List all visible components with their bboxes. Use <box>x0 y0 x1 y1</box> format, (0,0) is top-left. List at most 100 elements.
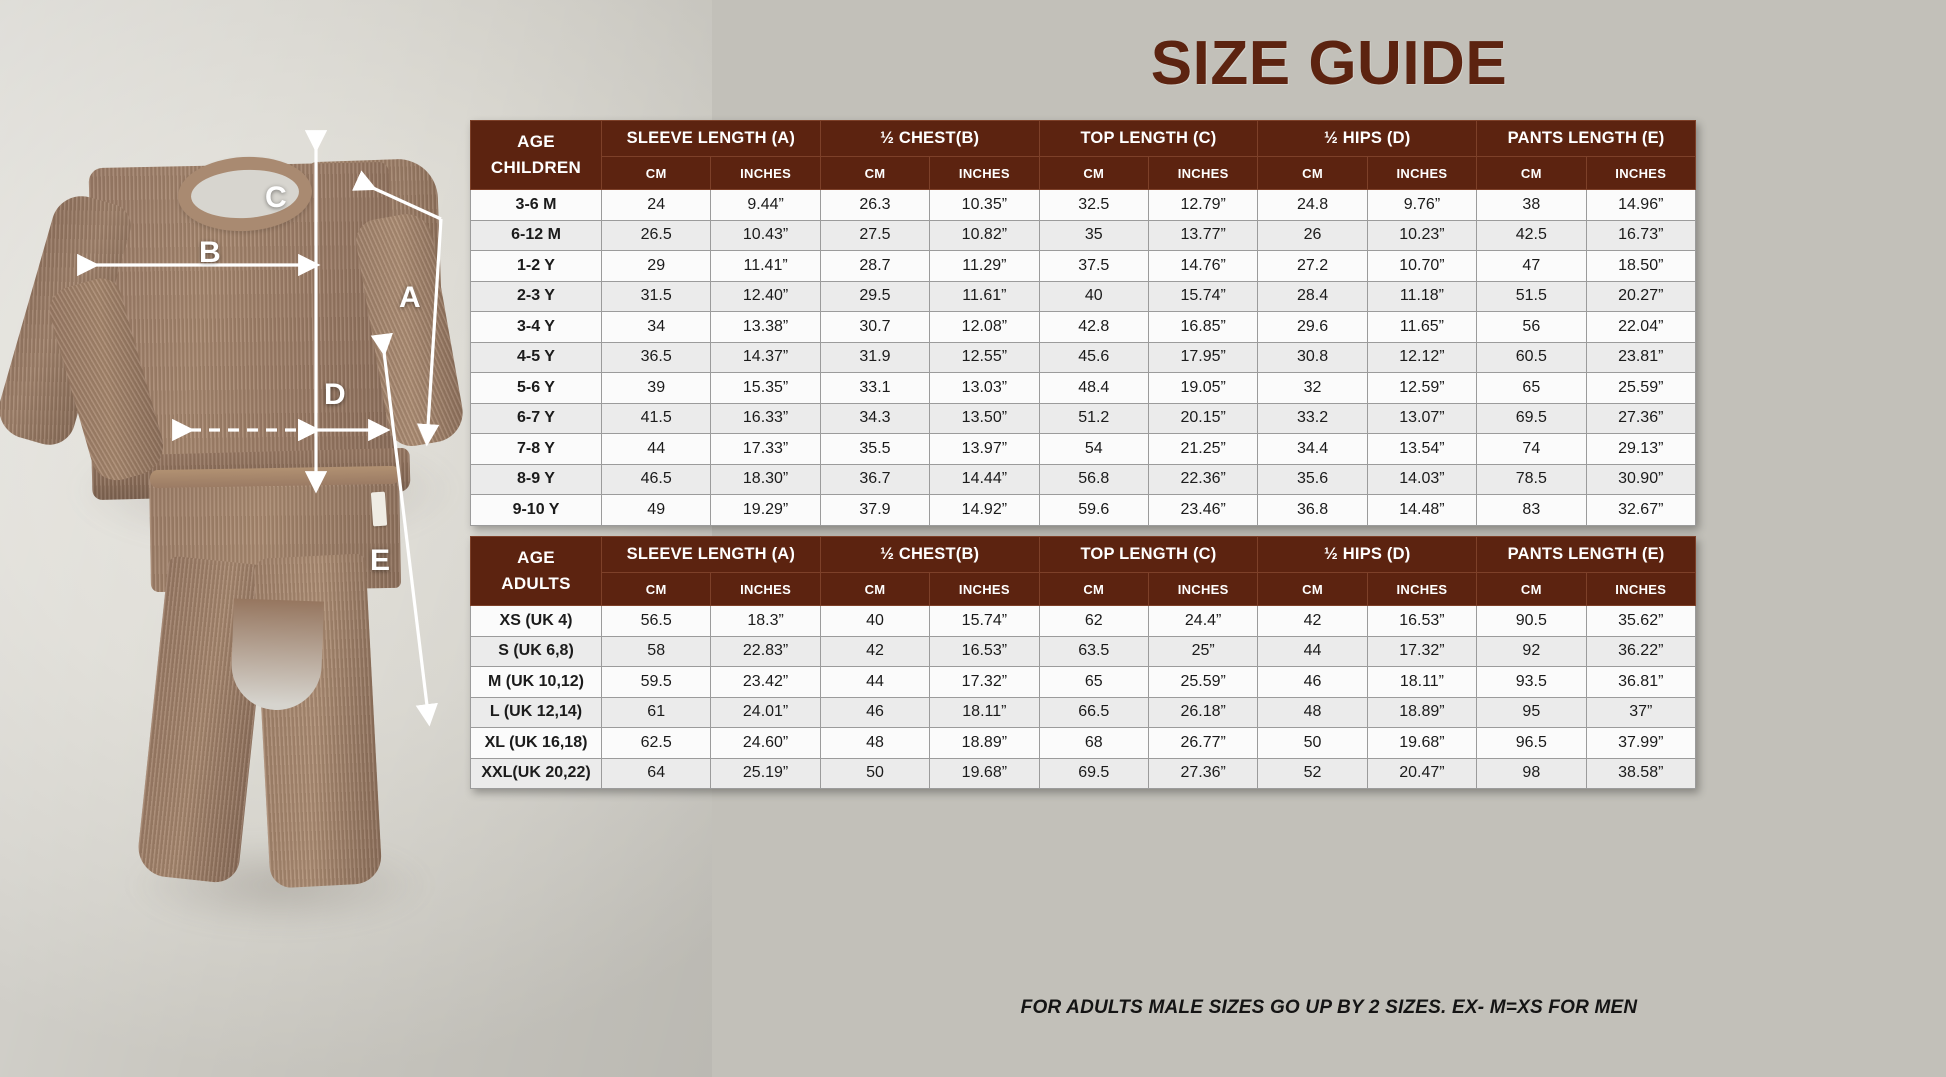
size-value-cell: 32 <box>1257 372 1368 404</box>
table-row: 9-10 Y 49 19.29” 37.9 14.92” 59.6 23.46” 36.8 14… <box>470 494 1697 526</box>
size-value-cell: 42 <box>1257 605 1368 637</box>
size-value-cell: 59.5 <box>600 666 712 698</box>
adults-group-half-hips: ½ HIPS (D) <box>1257 536 1478 573</box>
size-value-cell: 13.03” <box>929 372 1040 404</box>
children-unit-cm-b: CM <box>819 156 931 190</box>
size-value-cell: 19.68” <box>1366 727 1478 759</box>
table-row: S (UK 6,8) 58 22.83” 42 16.53” 63.5 25” 44 17.32… <box>470 635 1697 667</box>
size-value-cell: 14.03” <box>1366 463 1478 495</box>
size-value-cell: 18.89” <box>929 727 1040 759</box>
size-age-cell: M (UK 10,12) <box>470 666 602 698</box>
size-guide-content: SIZE GUIDE AGE CHILDREN SLEEVE LENGTH (A… <box>470 0 1946 1077</box>
table-row: XL (UK 16,18) 62.5 24.60” 48 18.89” 68 26.77” 5… <box>470 727 1697 759</box>
size-value-cell: 19.29” <box>710 494 821 526</box>
size-value-cell: 15.74” <box>929 605 1040 637</box>
size-value-cell: 78.5 <box>1476 463 1587 495</box>
size-value-cell: 66.5 <box>1038 696 1149 728</box>
children-unit-header-row: CM INCHES CM INCHES CM INCHES CM INCHES … <box>471 156 1697 190</box>
size-age-cell: 2-3 Y <box>470 280 602 312</box>
size-value-cell: 16.53” <box>1366 605 1478 637</box>
size-age-cell: 3-4 Y <box>470 311 602 343</box>
size-value-cell: 32.5 <box>1038 189 1149 221</box>
size-value-cell: 40 <box>1038 280 1149 312</box>
size-value-cell: 36.8 <box>1257 494 1368 526</box>
size-value-cell: 46.5 <box>600 463 712 495</box>
adults-age-header-line1: AGE <box>517 547 555 567</box>
size-age-cell: 9-10 Y <box>470 494 602 526</box>
size-value-cell: 36.81” <box>1585 666 1697 698</box>
size-value-cell: 52 <box>1257 757 1368 789</box>
size-value-cell: 14.48” <box>1366 494 1478 526</box>
size-value-cell: 61 <box>600 696 712 728</box>
size-value-cell: 46 <box>1257 666 1368 698</box>
size-value-cell: 16.33” <box>710 402 821 434</box>
size-value-cell: 39 <box>600 372 712 404</box>
size-value-cell: 18.11” <box>929 696 1040 728</box>
adults-group-top-length: TOP LENGTH (C) <box>1038 536 1259 573</box>
size-value-cell: 45.6 <box>1038 341 1149 373</box>
children-group-header-row: AGE CHILDREN SLEEVE LENGTH (A) ½ CHEST(B… <box>470 120 1696 190</box>
size-value-cell: 42.8 <box>1038 311 1149 343</box>
children-unit-cm-d: CM <box>1257 156 1368 190</box>
size-value-cell: 18.50” <box>1585 250 1697 282</box>
size-value-cell: 36.22” <box>1585 635 1697 667</box>
size-value-cell: 46 <box>819 696 931 728</box>
adults-group-pants-length: PANTS LENGTH (E) <box>1476 536 1696 573</box>
size-value-cell: 27.36” <box>1585 402 1697 434</box>
measure-label-c: C <box>265 181 287 214</box>
size-value-cell: 34.4 <box>1257 433 1368 465</box>
adults-group-header-row: AGE ADULTS SLEEVE LENGTH (A) ½ CHEST(B) … <box>470 536 1696 606</box>
size-value-cell: 83 <box>1476 494 1587 526</box>
table-row: XS (UK 4) 56.5 18.3” 40 15.74” 62 24.4” 42 16.53… <box>470 605 1697 637</box>
children-age-header-line2: CHILDREN <box>490 158 582 177</box>
size-age-cell: 6-7 Y <box>470 402 602 434</box>
size-value-cell: 37.9 <box>819 494 931 526</box>
adults-size-table: AGE ADULTS SLEEVE LENGTH (A) ½ CHEST(B) … <box>470 536 1697 789</box>
adults-unit-inches-c: INCHES <box>1147 572 1259 606</box>
size-value-cell: 13.97” <box>929 433 1040 465</box>
size-value-cell: 10.35” <box>929 189 1040 221</box>
size-value-cell: 51.5 <box>1476 280 1587 312</box>
children-size-table: AGE CHILDREN SLEEVE LENGTH (A) ½ CHEST(B… <box>470 120 1697 526</box>
children-table-body: 3-6 M 24 9.44” 26.3 10.35” 32.5 12.79” 24.8 9.76… <box>470 189 1697 526</box>
size-age-cell: 5-6 Y <box>470 372 602 404</box>
size-value-cell: 24 <box>600 189 712 221</box>
size-value-cell: 37” <box>1585 696 1697 728</box>
children-table-head: AGE CHILDREN SLEEVE LENGTH (A) ½ CHEST(B… <box>470 120 1697 190</box>
size-value-cell: 48 <box>819 727 931 759</box>
size-value-cell: 50 <box>819 757 931 789</box>
size-value-cell: 36.5 <box>600 341 712 373</box>
measure-label-d: D <box>324 378 346 411</box>
table-row: M (UK 10,12) 59.5 23.42” 44 17.32” 65 25.59” 46… <box>470 666 1697 698</box>
children-unit-inches-a: INCHES <box>710 156 821 190</box>
size-value-cell: 14.44” <box>929 463 1040 495</box>
marker-line-e <box>370 332 438 727</box>
size-value-cell: 28.4 <box>1257 280 1368 312</box>
adults-unit-header-row: CM INCHES CM INCHES CM INCHES CM INCHES … <box>471 572 1697 606</box>
size-value-cell: 33.2 <box>1257 402 1368 434</box>
size-value-cell: 15.74” <box>1147 280 1259 312</box>
size-value-cell: 25.19” <box>710 757 821 789</box>
adults-group-half-chest: ½ CHEST(B) <box>819 536 1040 573</box>
size-age-cell: L (UK 12,14) <box>470 696 602 728</box>
table-row: 8-9 Y 46.5 18.30” 36.7 14.44” 56.8 22.36” 35.6 1… <box>470 463 1697 495</box>
size-value-cell: 11.18” <box>1366 280 1478 312</box>
size-value-cell: 24.8 <box>1257 189 1368 221</box>
table-row: 3-4 Y 34 13.38” 30.7 12.08” 42.8 16.85” 29.6 11.… <box>470 311 1697 343</box>
measure-label-b: B <box>199 236 221 269</box>
size-value-cell: 23.81” <box>1585 341 1697 373</box>
size-value-cell: 31.5 <box>600 280 712 312</box>
size-age-cell: XL (UK 16,18) <box>470 727 602 759</box>
size-value-cell: 27.36” <box>1147 757 1259 789</box>
size-value-cell: 93.5 <box>1476 666 1587 698</box>
size-age-cell: S (UK 6,8) <box>470 635 602 667</box>
size-value-cell: 13.07” <box>1366 402 1478 434</box>
size-value-cell: 62 <box>1038 605 1149 637</box>
adults-unit-cm-e: CM <box>1476 572 1587 606</box>
size-value-cell: 24.01” <box>710 696 821 728</box>
size-value-cell: 13.50” <box>929 402 1040 434</box>
adults-unit-inches-b: INCHES <box>929 572 1040 606</box>
children-unit-cm-e: CM <box>1476 156 1587 190</box>
adults-unit-cm-d: CM <box>1257 572 1368 606</box>
size-value-cell: 69.5 <box>1476 402 1587 434</box>
